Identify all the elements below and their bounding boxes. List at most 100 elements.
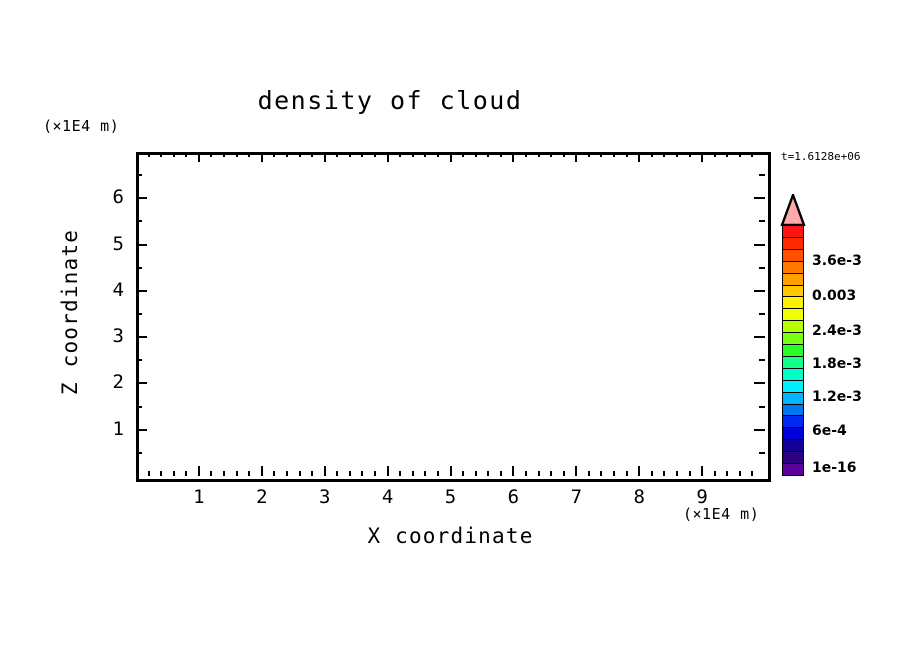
x-tick-label: 7: [570, 486, 583, 508]
x-tick-label: 8: [633, 486, 645, 508]
colorbar: [782, 225, 804, 476]
x-tick-minor: [663, 471, 666, 476]
x-tick-minor-top: [348, 152, 351, 157]
colorbar-label: 3.6e-3: [812, 253, 862, 269]
x-tick-minor: [537, 471, 540, 476]
y-tick-minor: [136, 451, 142, 454]
x-tick-minor-top: [600, 152, 603, 157]
x-tick-minor: [550, 471, 553, 476]
x-tick-minor: [172, 471, 175, 476]
x-tick-minor: [625, 471, 628, 476]
x-tick-minor-top: [399, 152, 402, 157]
x-axis-unit-label: (×1E4 m): [683, 505, 760, 523]
x-tick-minor: [474, 471, 477, 476]
y-axis-unit-label: (×1E4 m): [43, 117, 120, 135]
x-tick-minor-top: [361, 152, 364, 157]
x-tick-minor-top: [223, 152, 226, 157]
x-tick-minor-top: [663, 152, 666, 157]
x-tick-minor: [399, 471, 402, 476]
x-tick-minor-top: [311, 152, 314, 157]
x-tick-minor-top: [160, 152, 163, 157]
x-tick-minor: [587, 471, 590, 476]
x-tick-minor: [298, 471, 301, 476]
x-tick-label: 9: [696, 486, 708, 508]
x-tick-minor: [424, 471, 427, 476]
x-tick-minor-top: [147, 152, 150, 157]
x-tick-minor: [210, 471, 213, 476]
y-tick-major-right: [754, 382, 765, 385]
x-tick-minor: [185, 471, 188, 476]
colorbar-label: 1.2e-3: [812, 389, 862, 405]
x-tick-minor: [273, 471, 276, 476]
time-annotation: t=1.6128e+06: [781, 150, 861, 163]
y-tick-major: [136, 382, 147, 385]
colorbar-label: 1e-16: [812, 460, 857, 476]
x-tick-minor-top: [562, 152, 565, 157]
x-tick-minor-top: [273, 152, 276, 157]
x-tick-label: 5: [444, 486, 457, 508]
y-tick-minor: [136, 313, 142, 315]
x-tick-minor: [726, 471, 729, 476]
y-tick-label: 3: [112, 325, 124, 348]
x-tick-major-top: [260, 152, 263, 162]
x-tick-major: [323, 466, 326, 476]
y-axis-label: Z coordinate: [58, 228, 82, 396]
x-tick-minor: [285, 471, 288, 476]
y-tick-major: [136, 197, 147, 200]
x-tick-major: [575, 466, 578, 476]
x-tick-major: [512, 466, 515, 476]
x-tick-major: [638, 466, 641, 476]
x-tick-minor: [713, 471, 716, 476]
colorbar-label: 6e-4: [812, 423, 847, 439]
colorbar-label: 2.4e-3: [812, 323, 862, 339]
y-tick-minor: [136, 220, 142, 223]
x-tick-major-top: [701, 152, 704, 162]
x-tick-major: [449, 466, 452, 476]
x-tick-minor-top: [499, 152, 502, 157]
y-tick-major-right: [754, 428, 765, 431]
x-tick-minor: [688, 471, 691, 476]
x-tick-minor-top: [336, 152, 339, 157]
x-tick-minor: [336, 471, 339, 476]
y-tick-major: [136, 243, 147, 246]
colorbar-label: 1.8e-3: [812, 356, 862, 372]
x-tick-major-top: [197, 152, 200, 162]
y-tick-major: [136, 289, 147, 292]
x-tick-minor-top: [411, 152, 414, 157]
x-tick-minor-top: [235, 152, 238, 157]
x-tick-minor-top: [462, 152, 465, 157]
x-tick-minor: [462, 471, 465, 476]
x-tick-major-top: [512, 152, 515, 162]
x-tick-label: 4: [381, 486, 394, 508]
x-tick-minor-top: [487, 152, 490, 157]
x-tick-label: 1: [193, 486, 205, 508]
y-tick-minor-right: [759, 451, 765, 454]
y-tick-minor-right: [759, 174, 765, 177]
x-tick-minor: [436, 471, 439, 476]
x-tick-minor-top: [650, 152, 653, 157]
x-tick-major: [197, 466, 200, 476]
x-tick-minor-top: [248, 152, 251, 157]
y-tick-major-right: [754, 289, 765, 292]
plot-frame: [136, 152, 771, 482]
x-tick-minor: [613, 471, 616, 476]
x-tick-minor-top: [424, 152, 427, 157]
x-tick-label: 6: [507, 486, 520, 508]
x-tick-label: 3: [318, 486, 331, 508]
page-title: density of cloud: [257, 86, 523, 115]
x-tick-minor: [147, 471, 150, 476]
x-tick-minor-top: [675, 152, 678, 157]
y-tick-major-right: [754, 243, 765, 246]
x-tick-major: [701, 466, 704, 476]
y-tick-minor-right: [759, 266, 765, 269]
y-tick-label: 2: [112, 371, 124, 394]
x-tick-minor-top: [587, 152, 590, 157]
x-tick-minor: [374, 471, 377, 476]
x-tick-minor: [650, 471, 653, 476]
x-tick-minor: [235, 471, 238, 476]
x-tick-minor: [311, 471, 314, 476]
x-tick-minor: [411, 471, 414, 476]
y-tick-minor: [136, 405, 142, 408]
y-tick-minor-right: [759, 405, 765, 408]
